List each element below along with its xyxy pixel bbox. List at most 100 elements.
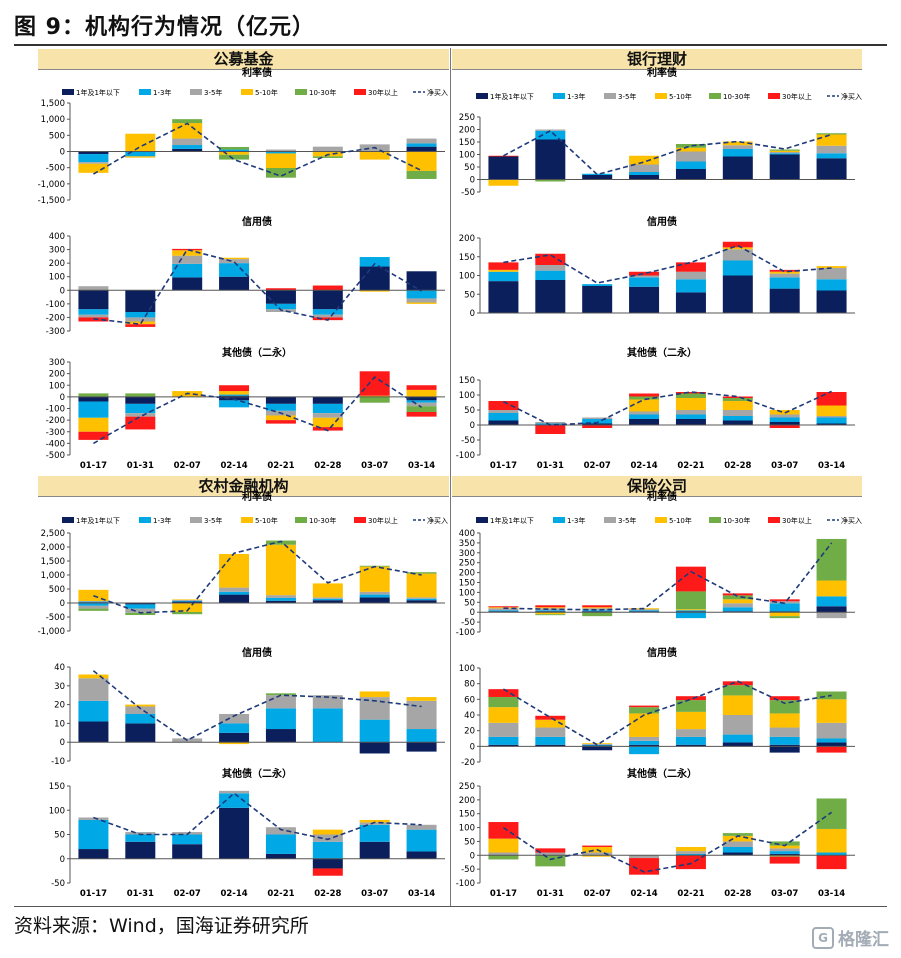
bar-segment xyxy=(78,431,109,440)
bar-segment xyxy=(488,155,519,157)
net-buy-line xyxy=(503,390,832,426)
x-tick-label: 03-07 xyxy=(361,889,388,899)
bar-segment xyxy=(816,746,847,753)
bar-segment xyxy=(816,133,847,135)
bar-segment xyxy=(816,266,847,268)
bar-segment xyxy=(125,393,156,397)
bar-segment xyxy=(675,846,706,852)
legend-label: 1-3年 xyxy=(153,516,171,525)
bar-segment xyxy=(172,263,203,278)
title-rule xyxy=(14,44,887,46)
bar-segment xyxy=(582,175,613,180)
legend-swatch xyxy=(709,93,721,99)
bar-segment xyxy=(125,156,156,158)
chart-title: 利率债 xyxy=(647,66,677,79)
bar-segment xyxy=(78,151,109,155)
bar-segment xyxy=(722,141,753,146)
bar-segment xyxy=(125,312,156,318)
bar-segment xyxy=(172,599,203,600)
bar-segment xyxy=(816,145,847,154)
y-tick-label: -400 xyxy=(46,439,65,449)
bar-segment xyxy=(816,392,847,406)
y-tick-label: 250 xyxy=(459,559,475,569)
y-tick-label: -1,500 xyxy=(38,196,65,206)
bar-segment xyxy=(406,385,437,390)
bar-segment xyxy=(816,268,847,280)
bar-segment xyxy=(629,396,660,400)
x-tick-label: 03-07 xyxy=(771,889,798,899)
bar-segment xyxy=(78,314,109,318)
bar-segment xyxy=(488,179,519,186)
bar-segment xyxy=(312,598,343,601)
y-tick-label: 1,000 xyxy=(41,571,65,581)
bar-segment xyxy=(219,276,250,291)
bar-segment xyxy=(675,151,706,162)
y-tick-label: 100 xyxy=(459,151,475,161)
y-tick-label: 300 xyxy=(49,358,65,368)
legend-label: 30年以上 xyxy=(782,92,812,101)
bar-segment xyxy=(406,598,437,601)
bar-segment xyxy=(816,596,847,607)
bar-segment xyxy=(219,395,250,397)
bar-segment xyxy=(219,793,250,808)
bar-segment xyxy=(488,606,519,608)
bar-segment xyxy=(816,742,847,747)
bar-segment xyxy=(406,829,437,852)
y-tick-label: -50 xyxy=(51,879,65,889)
quadrant-bank-wealth: 银行理财 xyxy=(452,49,862,479)
bar-segment xyxy=(78,849,109,859)
bar-segment xyxy=(406,146,437,152)
bar-segment xyxy=(816,828,847,853)
bar-segment xyxy=(769,425,800,428)
bar-segment xyxy=(582,744,613,746)
bar-segment xyxy=(488,281,519,313)
bar-segment xyxy=(535,715,566,720)
bar-segment xyxy=(582,425,613,428)
y-tick-label: 0 xyxy=(470,851,475,861)
bar-segment xyxy=(488,689,519,697)
net-buy-line xyxy=(503,542,833,611)
bar-segment xyxy=(125,603,156,605)
y-tick-label: 300 xyxy=(49,246,65,256)
y-tick-label: 0 xyxy=(60,738,65,748)
bar-segment xyxy=(582,423,613,425)
bar-segment xyxy=(406,400,437,403)
quadrant-rule xyxy=(38,496,449,497)
bar-segment xyxy=(359,597,390,603)
bar-segment xyxy=(722,846,753,853)
bar-segment xyxy=(769,422,800,425)
x-tick-label: 02-21 xyxy=(267,889,294,899)
bar-segment xyxy=(312,314,343,318)
chart-panel: 利率债 -1,500 -1,000 -500 0 500 1,000 1,500 xyxy=(38,66,445,206)
bottom-rule xyxy=(14,906,887,907)
bar-segment xyxy=(406,290,437,299)
bar-segment xyxy=(265,303,296,310)
bar-segment xyxy=(582,286,613,313)
legend-label: 3-5年 xyxy=(618,516,636,525)
bar-segment xyxy=(406,271,437,291)
bar-segment xyxy=(629,419,660,425)
bar-segment xyxy=(722,241,753,248)
y-tick-label: -50 xyxy=(461,865,475,875)
quadrant-rule xyxy=(452,69,862,70)
bar-segment xyxy=(629,740,660,745)
bar-segment xyxy=(675,609,706,611)
bar-segment xyxy=(312,413,343,418)
y-tick-label: 400 xyxy=(459,529,475,539)
bar-segment xyxy=(816,699,847,723)
y-tick-label: 150 xyxy=(459,138,475,148)
y-tick-label: 40 xyxy=(464,711,475,721)
y-tick-label: -200 xyxy=(46,416,65,426)
net-buy-line xyxy=(502,680,832,746)
bar-segment xyxy=(488,410,519,413)
bar-segment xyxy=(406,302,437,304)
bar-segment xyxy=(265,540,296,545)
bar-segment xyxy=(816,279,847,291)
bar-segment xyxy=(675,700,706,712)
bar-segment xyxy=(78,817,109,820)
legend-swatch xyxy=(354,517,366,523)
legend-label: 净买入 xyxy=(841,92,862,101)
y-tick-label: 0 xyxy=(60,855,65,865)
bar-segment xyxy=(219,591,250,595)
bar-segment xyxy=(816,416,847,418)
